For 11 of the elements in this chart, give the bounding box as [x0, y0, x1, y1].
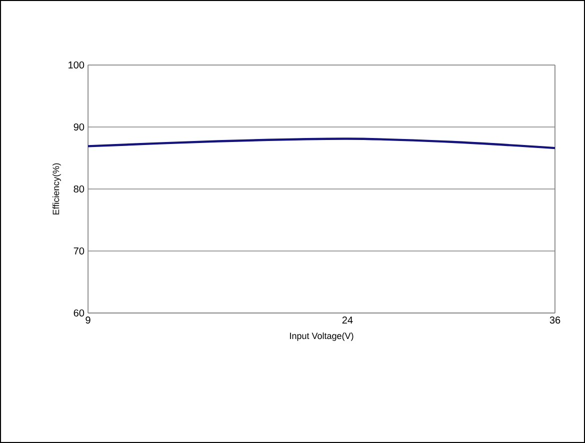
y-tick-label: 90 [74, 123, 84, 131]
y-tick-label: 60 [74, 309, 84, 317]
x-tick-label: 9 [86, 316, 90, 324]
y-axis-title: Efficiency(%) [52, 163, 61, 214]
x-tick-label: 36 [550, 316, 560, 324]
line-series [88, 138, 556, 150]
x-tick-label: 24 [342, 316, 353, 324]
y-tick-label: 80 [74, 185, 84, 193]
x-axis-title: Input Voltage(V) [290, 332, 354, 341]
y-tick-label: 70 [74, 247, 84, 255]
y-tick-label: 100 [68, 61, 84, 69]
